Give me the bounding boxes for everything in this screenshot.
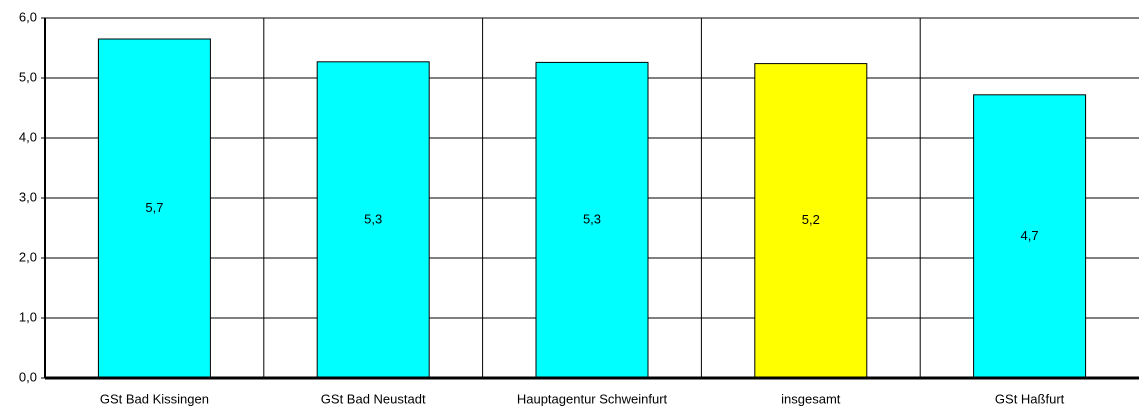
bar — [97, 38, 211, 379]
data-label: 4,7 — [1021, 228, 1039, 243]
y-tick-label: 5,0 — [19, 69, 37, 84]
y-tick-label: 1,0 — [19, 309, 37, 324]
y-tick-label: 2,0 — [19, 249, 37, 264]
x-tick-label: GSt Bad Neustadt — [321, 391, 426, 406]
data-label: 5,3 — [583, 212, 601, 227]
data-label: 5,2 — [802, 212, 820, 227]
x-tick-label: insgesamt — [781, 391, 841, 406]
x-tick-label: GSt Bad Kissingen — [100, 391, 209, 406]
data-label: 5,7 — [145, 200, 163, 215]
bar — [973, 94, 1087, 379]
y-tick-label: 6,0 — [19, 9, 37, 24]
bar — [316, 61, 430, 379]
bar — [754, 63, 868, 379]
y-tick-label: 4,0 — [19, 129, 37, 144]
y-tick-label: 0,0 — [19, 369, 37, 384]
x-tick-label: Hauptagentur Schweinfurt — [517, 391, 668, 406]
data-label: 5,3 — [364, 211, 382, 226]
bar — [535, 61, 649, 379]
y-tick-label: 3,0 — [19, 189, 37, 204]
x-tick-label: GSt Haßfurt — [995, 391, 1065, 406]
